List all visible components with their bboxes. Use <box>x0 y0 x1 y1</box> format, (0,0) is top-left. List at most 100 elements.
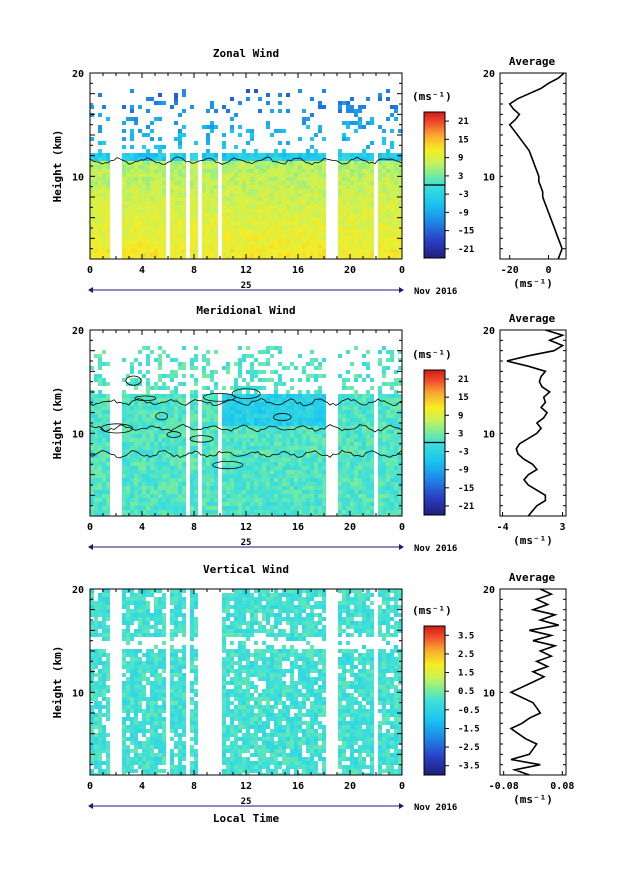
x-axis: 0 4 8 12 16 20 0 <box>87 589 405 792</box>
x-tick-label: 4 <box>139 265 145 276</box>
profile-x-label: (ms⁻¹) <box>513 793 553 806</box>
day-label: 25 <box>241 281 252 291</box>
colorbar-tick-label: 15 <box>458 135 469 145</box>
x-tick-label: 4 <box>139 522 145 533</box>
x-tick-label: 8 <box>191 265 197 276</box>
heatmap-field <box>90 346 402 516</box>
panel-vertical-wind: Vertical Wind 0 4 8 12 16 20 0 25 Nov 2016 20 10 Hei… <box>51 563 574 813</box>
colorbar-tick-label: -1.5 <box>458 724 480 734</box>
date-label: Nov 2016 <box>414 544 457 554</box>
y-tick-label: 10 <box>72 688 84 699</box>
x-tick-label: 20 <box>344 781 356 792</box>
day-axis: 25 Nov 2016 <box>88 538 457 554</box>
x-tick-label: 16 <box>292 522 304 533</box>
y-tick-label: 20 <box>72 585 84 596</box>
profile-x-label: (ms⁻¹) <box>513 277 553 290</box>
colorbar-tick-label: -9 <box>458 208 469 218</box>
profile-x-tick-label: -0.08 <box>489 781 519 792</box>
x-tick-label: 0 <box>399 265 405 276</box>
x-tick-label: 0 <box>87 265 93 276</box>
x-tick-label: 8 <box>191 522 197 533</box>
colorbar-scale <box>423 625 446 776</box>
profile-x-tick-label: 0.08 <box>550 781 574 792</box>
colorbar-units: (ms⁻¹) <box>412 348 452 361</box>
colorbar-tick-label: 3.5 <box>458 631 474 641</box>
zero-contours <box>90 156 402 166</box>
x-tick-label: 0 <box>87 522 93 533</box>
profile-x-tick-label: -4 <box>497 522 509 533</box>
x-axis: 0 4 8 12 16 20 0 <box>87 73 405 276</box>
colorbar-tick-label: 2.5 <box>458 650 474 660</box>
colorbar-tick-label: -21 <box>458 502 474 512</box>
x-tick-label: 4 <box>139 781 145 792</box>
colorbar-tick-label: -15 <box>458 484 474 494</box>
y-axis-label: Height (km) <box>51 646 64 719</box>
colorbar-tick-label: -2.5 <box>458 743 480 753</box>
x-tick-label: 0 <box>399 781 405 792</box>
profile-title: Average <box>509 55 556 68</box>
colorbar-tick-label: 3 <box>458 172 463 182</box>
day-axis-start-marker <box>88 803 93 809</box>
zero-contours <box>90 375 402 470</box>
colorbar-tick-label: 0.5 <box>458 687 474 697</box>
colorbar-tick-label: -3 <box>458 190 469 200</box>
y-axis: 20 10 Height (km) <box>51 585 402 776</box>
y-tick-label: 20 <box>72 326 84 337</box>
day-axis-start-marker <box>88 544 93 550</box>
colorbar-tick-label: -15 <box>458 227 474 237</box>
day-axis-start-marker <box>88 287 93 293</box>
colorbar: (ms⁻¹) 3.5 2.5 1.5 0.5 -0.5 -1.5 -2.5 -3.5 <box>412 604 480 776</box>
profile-line <box>509 588 559 776</box>
panel-zonal-wind: Zonal Wind 0 4 8 12 16 20 0 25 Nov 2016 20 10 Height… <box>51 47 567 297</box>
colorbar: (ms⁻¹) 21 15 9 3 -3 -9 -15 -21 <box>412 348 474 516</box>
colorbar-tick-label: 15 <box>458 393 469 403</box>
profile-y-tick-label: 10 <box>483 429 495 440</box>
panel-meridional-wind: Meridional Wind 0 4 8 12 16 20 0 25 Nov 2016 20 10 H… <box>51 304 567 554</box>
average-profile: Average 20 10 -4 3 (ms⁻¹) <box>483 312 567 547</box>
profile-x-tick-label: -20 <box>501 265 519 276</box>
average-profile: Average 20 10 -0.08 0.08(ms⁻¹) <box>483 571 574 806</box>
x-tick-label: 0 <box>87 781 93 792</box>
profile-x-label: (ms⁻¹) <box>513 534 553 547</box>
x-tick-label: 12 <box>240 265 252 276</box>
colorbar-tick-label: -3 <box>458 448 469 458</box>
x-tick-label: 20 <box>344 522 356 533</box>
date-label: Nov 2016 <box>414 803 457 813</box>
colorbar-units: (ms⁻¹) <box>412 90 452 103</box>
profile-y-tick-label: 20 <box>483 326 495 337</box>
day-axis-end-marker <box>399 544 404 550</box>
profile-line <box>508 72 565 260</box>
colorbar-tick-label: -9 <box>458 466 469 476</box>
profile-line <box>506 329 566 517</box>
day-axis: 25 Nov 2016 <box>88 281 457 297</box>
day-axis: 25 Nov 2016 <box>88 797 457 813</box>
colorbar-units: (ms⁻¹) <box>412 604 452 617</box>
y-axis-label: Height (km) <box>51 387 64 460</box>
heatmap-field <box>90 589 402 775</box>
profile-x-tick-label: 0 <box>546 265 552 276</box>
profile-title: Average <box>509 571 556 584</box>
day-label: 25 <box>241 797 252 807</box>
profile-x-tick-label: 3 <box>560 522 566 533</box>
x-tick-label: 8 <box>191 781 197 792</box>
colorbar-tick-label: -3.5 <box>458 762 480 772</box>
x-axis-label-local-time: Local Time <box>213 812 280 825</box>
y-axis: 20 10 Height (km) <box>51 326 402 517</box>
colorbar-tick-label: 21 <box>458 117 469 127</box>
x-axis: 0 4 8 12 16 20 0 <box>87 330 405 533</box>
x-tick-label: 16 <box>292 265 304 276</box>
colorbar-tick-label: -0.5 <box>458 706 480 716</box>
profile-y-tick-label: 10 <box>483 172 495 183</box>
y-axis-label: Height (km) <box>51 130 64 203</box>
panel-title: Zonal Wind <box>213 47 279 60</box>
colorbar-tick-label: 21 <box>458 375 469 385</box>
day-label: 25 <box>241 538 252 548</box>
profile-title: Average <box>509 312 556 325</box>
x-tick-label: 12 <box>240 781 252 792</box>
x-tick-label: 12 <box>240 522 252 533</box>
date-label: Nov 2016 <box>414 287 457 297</box>
average-profile: Average 20 10 -20 0(ms⁻¹) <box>483 55 567 290</box>
x-tick-label: 0 <box>399 522 405 533</box>
colorbar-tick-label: 9 <box>458 154 463 164</box>
